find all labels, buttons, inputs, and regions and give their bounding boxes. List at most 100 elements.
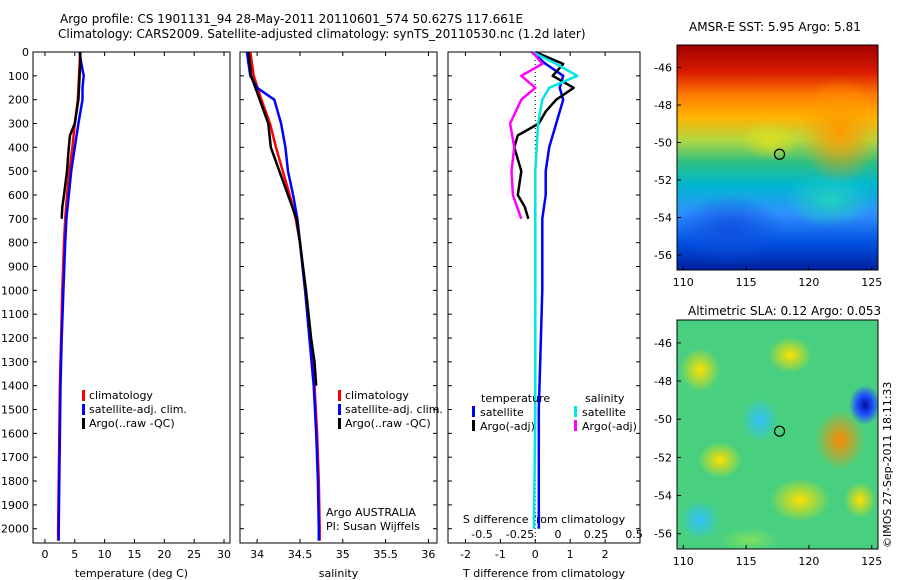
map-y-tick-label-sla: -46 (654, 337, 672, 350)
legend-label-salinity: satellite-adj. clim. (345, 403, 443, 416)
float-position-marker-sla (773, 425, 786, 437)
y-tick-label: 700 (8, 213, 29, 226)
y-tick-label: 1700 (1, 451, 29, 464)
salinity-tick-label: -0.25 (506, 528, 534, 541)
series-difference-salinity-satellite (531, 50, 579, 529)
y-tick-label: 1900 (1, 499, 29, 512)
pi-label: PI: Susan Wijffels (326, 520, 420, 533)
x-tick-label-salinity: 34 (250, 548, 264, 561)
x-tick-label-temperature: 10 (98, 548, 112, 561)
map-y-tick-label-sst: -56 (654, 249, 672, 262)
panel-frame-temperature (32, 51, 231, 544)
legend-label-temperature: satellite (480, 406, 524, 419)
x-tick-label-salinity: 35 (336, 548, 350, 561)
legend-label-temperature: satellite-adj. clim. (89, 403, 187, 416)
map-x-tick-label-sst: 110 (673, 276, 694, 289)
legend-swatch-temperature (472, 420, 475, 431)
legend-swatch-salinity (574, 420, 577, 431)
y-tick-label: 500 (8, 165, 29, 178)
map-x-tick-label-sst: 115 (736, 276, 757, 289)
map-frame-sst (676, 44, 879, 271)
legend-label-salinity: Argo(-adj) (582, 420, 637, 433)
x-tick-label-temperature: 15 (127, 548, 141, 561)
y-tick-label: 1200 (1, 332, 29, 345)
legend-title-temperature: temperature (481, 392, 550, 405)
x-axis-label-temperature: temperature (deg C) (75, 567, 188, 580)
map-y-tick-label-sst: -46 (654, 62, 672, 75)
map-x-tick-label-sla: 120 (798, 555, 819, 568)
x-axis-label-salinity: salinity (319, 567, 359, 580)
map-y-tick-label-sla: -48 (654, 375, 672, 388)
map-x-tick-label-sla: 125 (861, 555, 882, 568)
x-tick-label-temperature: 30 (217, 548, 231, 561)
legend-label-temperature: climatology (89, 389, 153, 402)
x-tick-label-salinity: 36 (421, 548, 435, 561)
x-tick-label-temperature: 0 (41, 548, 48, 561)
map-y-tick-label-sla: -54 (654, 490, 672, 503)
legend-label-salinity: climatology (345, 389, 409, 402)
y-tick-label: 2000 (1, 523, 29, 536)
series-salinity-satellite-adj-clim- (245, 51, 321, 541)
argo-country-label: Argo AUSTRALIA (326, 506, 416, 519)
sst-map-title: AMSR-E SST: 5.95 Argo: 5.81 (689, 20, 861, 34)
imos-credit: ©IMOS 27-Sep-2011 18:11:33 (881, 381, 894, 548)
salinity-tick-label: -0.5 (471, 528, 492, 541)
map-x-tick-label-sst: 120 (798, 276, 819, 289)
legend-swatch-temperature (82, 390, 85, 401)
map-x-tick-label-sla: 115 (736, 555, 757, 568)
series-temperature-satellite-adj-clim- (57, 51, 85, 541)
panel-frame-difference (447, 51, 641, 544)
series-salinity-climatology (249, 51, 321, 541)
title-line-1: Argo profile: CS 1901131_94 28-May-2011 … (60, 12, 524, 26)
chart-layer: 0 5 10 15 20 25 300100200300400500600700800900… (1, 44, 882, 580)
title-line-2: Climatology: CARS2009. Satellite-adjuste… (58, 27, 586, 41)
map-x-tick-label-sst: 125 (861, 276, 882, 289)
legend-swatch-salinity (574, 406, 577, 417)
map-y-tick-label-sla: -50 (654, 413, 672, 426)
legend-swatch-temperature (472, 406, 475, 417)
sla-map-field (677, 320, 878, 549)
y-tick-label: 1000 (1, 284, 29, 297)
salinity-tick-label: 0 (555, 528, 562, 541)
x-axis-label-difference: T difference from climatology (462, 567, 625, 580)
legend-title-salinity: salinity (585, 392, 625, 405)
x-tick-label-difference: 0 (532, 548, 539, 561)
map-y-tick-label-sla: -52 (654, 451, 672, 464)
y-tick-label: 600 (8, 189, 29, 202)
y-tick-label: 1600 (1, 427, 29, 440)
x-tick-label-temperature: 20 (157, 548, 171, 561)
salinity-tick-label: 0.5 (625, 528, 643, 541)
y-tick-label: 900 (8, 261, 29, 274)
map-y-tick-label-sst: -50 (654, 137, 672, 150)
legend-swatch-salinity (338, 404, 341, 415)
panel-frame-salinity (239, 51, 438, 544)
legend-swatch-salinity (338, 418, 341, 429)
map-y-tick-label-sst: -48 (654, 99, 672, 112)
y-tick-label: 1500 (1, 404, 29, 417)
salinity-axis-label: S difference from climatology (463, 513, 626, 526)
map-x-tick-label-sla: 110 (673, 555, 694, 568)
series-difference-salinity-argo-adj- (508, 51, 544, 220)
sla-map-title: Altimetric SLA: 0.12 Argo: 0.053 (688, 304, 882, 318)
salinity-tick-label: 0.25 (584, 528, 609, 541)
series-temperature-argo-raw-qc- (60, 52, 82, 219)
sst-map-field (677, 45, 878, 270)
legend-swatch-temperature (82, 418, 85, 429)
legend-label-temperature: Argo(-adj) (480, 420, 535, 433)
y-tick-label: 100 (8, 70, 29, 83)
x-tick-label-difference: -2 (460, 548, 471, 561)
map-y-tick-label-sla: -56 (654, 528, 672, 541)
map-y-tick-label-sst: -52 (654, 174, 672, 187)
y-tick-label: 400 (8, 141, 29, 154)
float-position-marker-sst (773, 148, 786, 160)
map-y-tick-label-sst: -54 (654, 212, 672, 225)
y-tick-label: 0 (22, 46, 29, 59)
legend-swatch-temperature (82, 404, 85, 415)
y-tick-label: 1400 (1, 380, 29, 393)
map-frame-sla (676, 319, 879, 550)
series-difference-temperature-satellite (530, 51, 565, 529)
y-tick-label: 1800 (1, 475, 29, 488)
y-tick-label: 1300 (1, 356, 29, 369)
x-tick-label-difference: 2 (602, 548, 609, 561)
